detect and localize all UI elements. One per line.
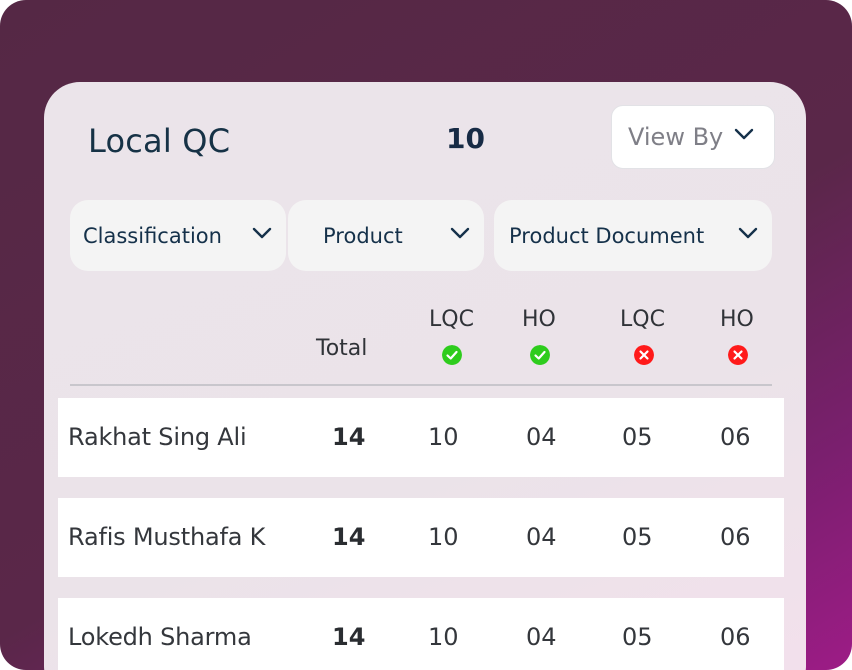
row-ho-rejected: 06 xyxy=(720,423,751,451)
check-circle-icon xyxy=(530,345,550,365)
table-row[interactable]: Rafis Musthafa K 14 10 04 05 06 xyxy=(58,498,784,577)
row-lqc-rejected: 05 xyxy=(622,523,653,551)
column-header-lqc-approved: LQC xyxy=(429,307,474,332)
row-ho-rejected: 06 xyxy=(720,523,751,551)
header-divider xyxy=(70,384,772,386)
product-document-filter-label: Product Document xyxy=(509,223,705,248)
row-ho-approved: 04 xyxy=(526,623,557,651)
row-lqc-approved: 10 xyxy=(428,423,459,451)
row-lqc-approved: 10 xyxy=(428,523,459,551)
row-name: Rakhat Sing Ali xyxy=(68,423,247,451)
total-count: 10 xyxy=(446,122,485,155)
classification-filter-label: Classification xyxy=(83,223,222,248)
row-lqc-rejected: 05 xyxy=(622,423,653,451)
product-filter-label: Product xyxy=(323,223,403,248)
product-filter[interactable]: Product xyxy=(288,200,484,271)
row-total: 14 xyxy=(332,523,366,551)
chevron-down-icon xyxy=(738,227,758,239)
view-by-dropdown[interactable]: View By xyxy=(611,105,775,169)
column-header-lqc-rejected: LQC xyxy=(620,307,665,332)
chevron-down-icon xyxy=(734,128,754,140)
row-name: Lokedh Sharma xyxy=(68,623,252,651)
column-header-total: Total xyxy=(316,336,368,361)
row-total: 14 xyxy=(332,423,366,451)
row-total: 14 xyxy=(332,623,366,651)
row-ho-rejected: 06 xyxy=(720,623,751,651)
x-circle-icon xyxy=(728,345,748,365)
table-row[interactable]: Lokedh Sharma 14 10 04 05 06 xyxy=(58,598,784,670)
x-circle-icon xyxy=(634,345,654,365)
chevron-down-icon xyxy=(252,227,272,239)
row-ho-approved: 04 xyxy=(526,423,557,451)
column-header-ho-approved: HO xyxy=(522,307,556,332)
view-by-label: View By xyxy=(628,123,724,151)
chevron-down-icon xyxy=(450,227,470,239)
table-row[interactable]: Rakhat Sing Ali 14 10 04 05 06 xyxy=(58,398,784,477)
column-header-ho-rejected: HO xyxy=(720,307,754,332)
local-qc-card: Local QC 10 View By Classification Produ… xyxy=(44,82,806,670)
classification-filter[interactable]: Classification xyxy=(70,200,286,271)
row-lqc-approved: 10 xyxy=(428,623,459,651)
row-name: Rafis Musthafa K xyxy=(68,523,266,551)
product-document-filter[interactable]: Product Document xyxy=(494,200,772,271)
page-title: Local QC xyxy=(88,122,231,160)
row-ho-approved: 04 xyxy=(526,523,557,551)
row-lqc-rejected: 05 xyxy=(622,623,653,651)
check-circle-icon xyxy=(442,345,462,365)
